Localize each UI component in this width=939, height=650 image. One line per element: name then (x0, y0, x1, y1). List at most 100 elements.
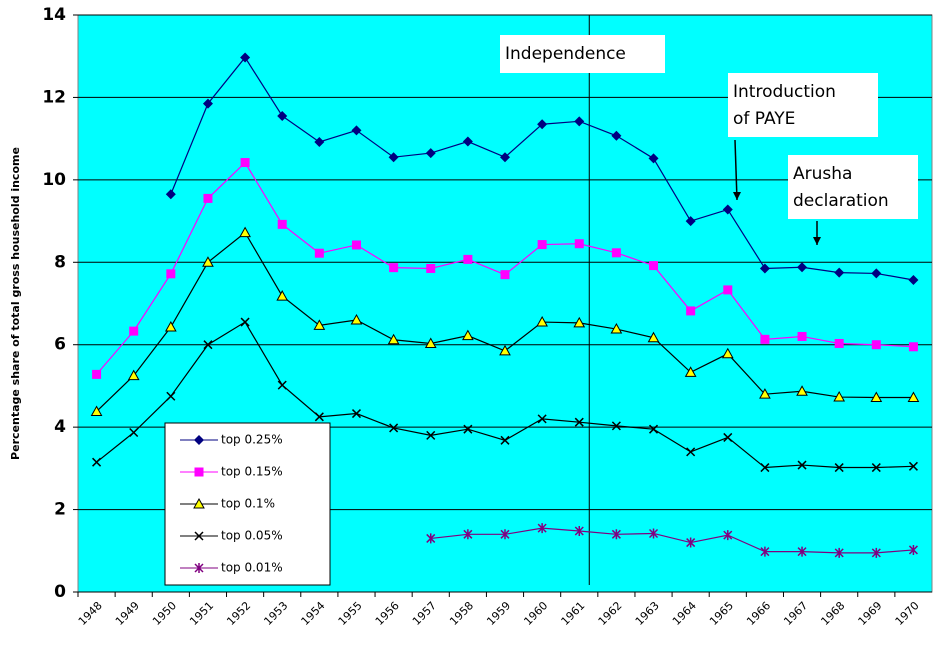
marker (351, 240, 361, 250)
marker (202, 256, 214, 267)
y-tick-label: 4 (54, 417, 66, 437)
marker (277, 110, 288, 121)
annotation: of PAYE (733, 109, 795, 129)
marker (500, 270, 510, 280)
marker (164, 320, 177, 332)
marker (685, 216, 696, 227)
marker (314, 412, 324, 422)
x-tick-label: 1959 (484, 599, 513, 628)
marker (499, 344, 511, 356)
y-tick-label: 6 (54, 335, 66, 355)
marker (870, 391, 883, 402)
marker (239, 226, 251, 238)
marker (425, 148, 436, 159)
marker (537, 119, 548, 130)
marker (202, 98, 213, 109)
x-tick-label: 1953 (261, 599, 290, 628)
annotation: Arusha (793, 164, 852, 184)
x-tick-label: 1952 (224, 599, 253, 628)
marker (760, 463, 770, 473)
marker (127, 369, 140, 381)
x-tick-label: 1960 (521, 599, 550, 628)
marker (574, 526, 584, 537)
arrow (734, 139, 738, 201)
marker (537, 414, 547, 424)
marker (574, 116, 585, 127)
marker (240, 158, 250, 168)
marker (648, 528, 659, 539)
marker (908, 544, 918, 555)
marker (833, 391, 846, 402)
marker (797, 262, 808, 273)
marker (834, 463, 844, 473)
marker (463, 529, 473, 540)
x-tick-label: 1970 (893, 599, 922, 628)
y-tick-label: 2 (54, 500, 66, 520)
y-axis-title: Percentage share of total gross househol… (9, 147, 22, 460)
marker (463, 424, 473, 434)
x-tick-label: 1967 (781, 599, 810, 628)
marker (760, 546, 770, 557)
x-tick-label: 1968 (818, 599, 847, 628)
marker (313, 319, 326, 330)
x-tick-label: 1962 (596, 599, 625, 628)
marker (537, 240, 547, 250)
x-tick-label: 1966 (744, 599, 773, 628)
marker (760, 334, 770, 344)
marker (871, 547, 881, 558)
marker (573, 316, 586, 328)
marker (389, 263, 399, 273)
marker (796, 385, 808, 396)
marker (537, 523, 547, 534)
marker (686, 447, 696, 457)
marker (500, 435, 510, 445)
marker (722, 204, 733, 215)
marker (462, 136, 473, 147)
marker (611, 130, 622, 141)
annotation: Independence (505, 44, 626, 64)
x-tick-label: 1963 (633, 599, 662, 628)
marker (647, 331, 660, 343)
annotation-box (728, 73, 878, 137)
x-tick-label: 1955 (336, 599, 365, 628)
marker (92, 369, 102, 379)
marker (686, 537, 696, 548)
marker (314, 248, 324, 258)
marker (90, 405, 103, 416)
x-tick-label: 1964 (670, 599, 699, 628)
marker (871, 268, 882, 279)
marker (648, 153, 659, 164)
x-tick-label: 1961 (559, 599, 588, 628)
x-tick-label: 1958 (447, 599, 476, 628)
marker (871, 340, 881, 350)
marker (871, 463, 881, 473)
marker (463, 254, 473, 264)
y-tick-label: 8 (54, 252, 66, 272)
marker (314, 136, 325, 147)
marker (426, 533, 436, 544)
marker (723, 530, 733, 541)
marker (611, 421, 621, 431)
marker (500, 529, 510, 540)
marker (908, 342, 918, 352)
marker (203, 193, 213, 203)
marker (165, 189, 176, 200)
marker (649, 261, 659, 271)
x-tick-label: 1956 (373, 599, 402, 628)
marker (426, 430, 436, 440)
x-tick-label: 1949 (113, 599, 142, 628)
x-tick-label: 1969 (856, 599, 885, 628)
marker (166, 391, 176, 401)
marker (611, 248, 621, 258)
marker (797, 331, 807, 341)
marker (387, 333, 400, 345)
marker (194, 467, 204, 477)
x-tick-label: 1951 (187, 599, 216, 628)
legend-label: top 0.05% (221, 529, 283, 543)
marker (351, 409, 362, 419)
marker (277, 380, 287, 390)
annotation: declaration (793, 191, 889, 211)
arrow-head (733, 192, 741, 200)
marker (684, 366, 697, 377)
